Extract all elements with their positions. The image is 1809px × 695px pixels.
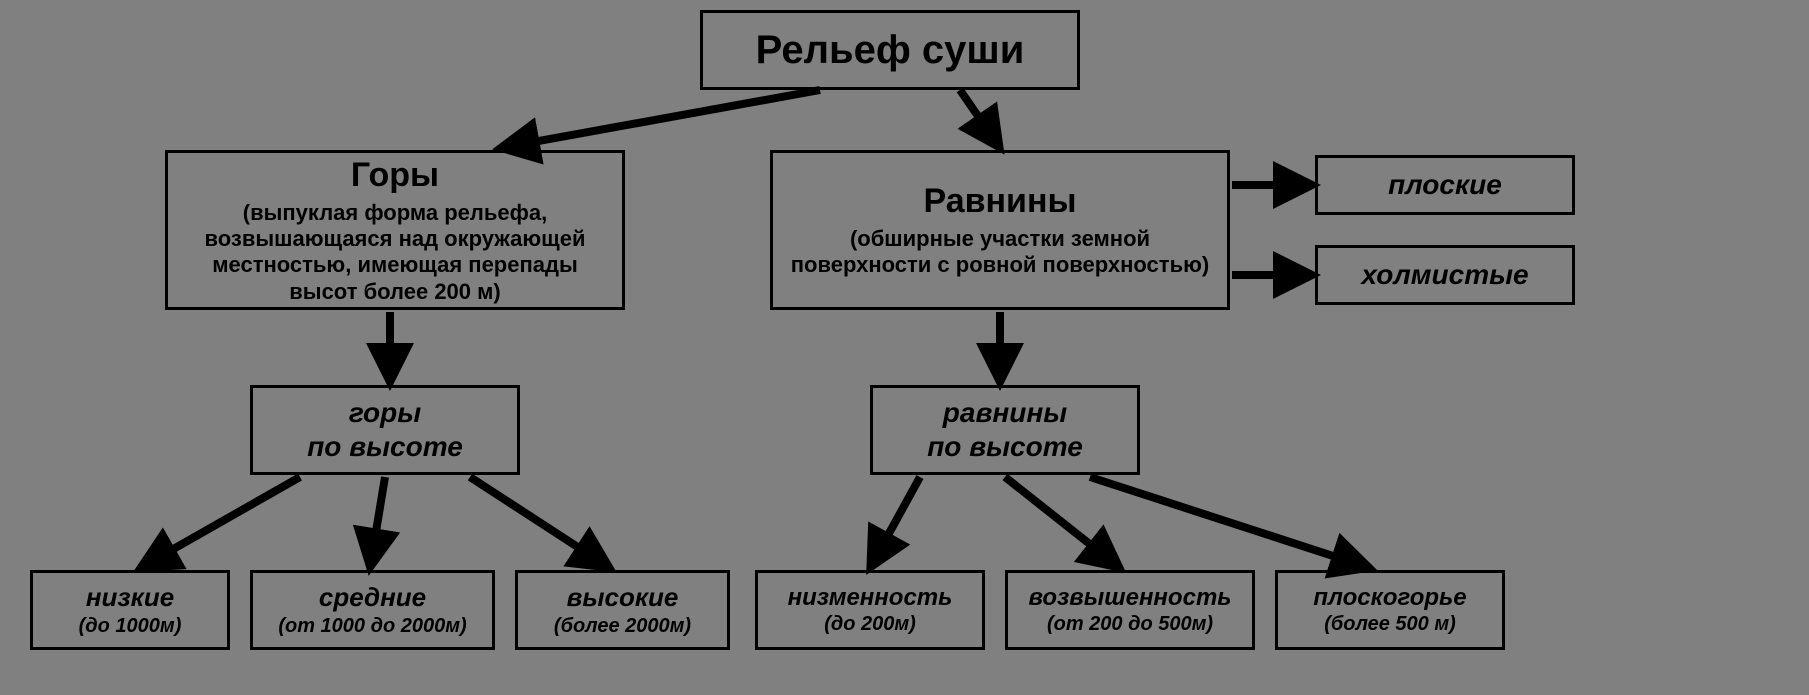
lowland-title: низменность <box>788 584 953 613</box>
plateau-sub: (более 500 м) <box>1324 612 1456 636</box>
mountains-sub: (выпуклая форма рельефа, возвышающаяся н… <box>178 200 612 306</box>
pbh-line2: по высоте <box>927 430 1083 464</box>
edge-arrow <box>870 477 920 568</box>
edge-arrow <box>1005 477 1120 568</box>
mbh-line2: по высоте <box>307 430 463 464</box>
node-root: Рельеф суши <box>700 10 1080 90</box>
mid-m-sub: (от 1000 до 2000м) <box>278 614 466 638</box>
upland-title: возвышенность <box>1028 584 1231 613</box>
node-high-mountains: высокие (более 2000м) <box>515 570 730 650</box>
node-flat: плоские <box>1315 155 1575 215</box>
mbh-line1: горы <box>349 396 421 430</box>
node-lowland: низменность (до 200м) <box>755 570 985 650</box>
edge-arrow <box>140 477 300 568</box>
plains-title: Равнины <box>923 181 1076 222</box>
root-label: Рельеф суши <box>756 26 1025 74</box>
hilly-label: холмистые <box>1361 258 1528 292</box>
node-low-mountains: низкие (до 1000м) <box>30 570 230 650</box>
mid-m-title: средние <box>319 582 426 613</box>
low-m-title: низкие <box>86 582 174 613</box>
edge-arrow <box>1090 477 1370 568</box>
plateau-title: плоскогорье <box>1313 584 1466 613</box>
node-mountains-by-height: горы по высоте <box>250 385 520 475</box>
node-mountains: Горы (выпуклая форма рельефа, возвышающа… <box>165 150 625 310</box>
pbh-line1: равнины <box>943 396 1067 430</box>
node-upland: возвышенность (от 200 до 500м) <box>1005 570 1255 650</box>
edge-arrow <box>960 90 1000 148</box>
plains-sub: (обширные участки земной поверхности с р… <box>783 226 1217 279</box>
node-mid-mountains: средние (от 1000 до 2000м) <box>250 570 495 650</box>
high-m-sub: (более 2000м) <box>554 614 691 638</box>
node-hilly: холмистые <box>1315 245 1575 305</box>
edge-arrow <box>500 90 820 148</box>
mountains-title: Горы <box>351 155 439 196</box>
lowland-sub: (до 200м) <box>824 612 916 636</box>
edge-arrow <box>470 477 610 568</box>
flat-label: плоские <box>1388 168 1502 202</box>
upland-sub: (от 200 до 500м) <box>1047 612 1213 636</box>
node-plateau: плоскогорье (более 500 м) <box>1275 570 1505 650</box>
diagram-stage: Рельеф суши Горы (выпуклая форма рельефа… <box>0 0 1809 695</box>
high-m-title: высокие <box>567 582 679 613</box>
low-m-sub: (до 1000м) <box>79 614 182 638</box>
node-plains: Равнины (обширные участки земной поверхн… <box>770 150 1230 310</box>
node-plains-by-height: равнины по высоте <box>870 385 1140 475</box>
edge-arrow <box>370 477 385 568</box>
